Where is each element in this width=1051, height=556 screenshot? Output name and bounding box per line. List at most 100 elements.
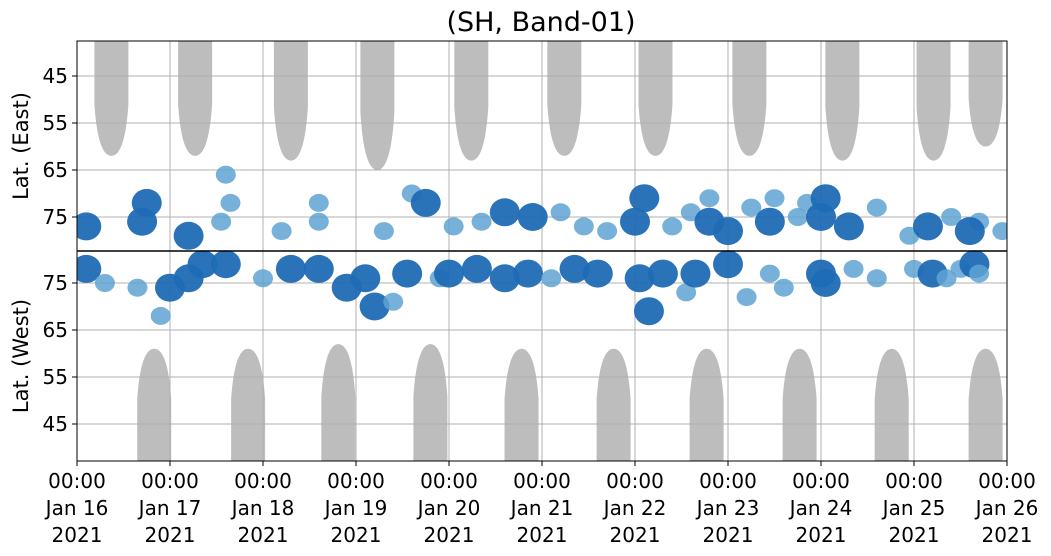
event-patch-east: [550, 203, 571, 222]
event-patch-west: [303, 254, 334, 283]
event-patch-west: [127, 278, 148, 297]
no-data-lobe-east: [732, 41, 767, 156]
x-tick-label-date: Jan 18: [230, 496, 295, 520]
no-data-lobe-east: [178, 41, 213, 156]
event-patch-east: [471, 212, 492, 231]
x-tick-label-year: 2021: [331, 523, 382, 547]
x-tick-label-time: 00:00: [420, 469, 478, 493]
no-data-lobe-west: [504, 348, 539, 461]
event-patch-west: [843, 259, 864, 278]
y-tick-label-west: 55: [43, 365, 68, 389]
x-tick-label-year: 2021: [52, 523, 103, 547]
event-patch-east: [954, 217, 985, 246]
x-tick-label-time: 00:00: [513, 469, 571, 493]
no-data-lobe-east: [94, 41, 129, 156]
x-tick-label-time: 00:00: [978, 469, 1036, 493]
y-tick-label-west: 45: [43, 412, 68, 436]
no-data-lobe-east: [547, 41, 582, 156]
no-data-lobe-west: [968, 348, 1003, 461]
y-tick-label-east: 65: [43, 158, 68, 182]
y-tick-label-west: 65: [43, 318, 68, 342]
no-data-lobe-east: [916, 41, 951, 161]
x-tick-label-time: 00:00: [141, 469, 199, 493]
x-tick-label-date: Jan 25: [881, 496, 946, 520]
event-patch-east: [741, 198, 762, 217]
event-patch-east: [220, 193, 241, 212]
no-data-lobe-east: [454, 41, 489, 161]
x-tick-label-time: 00:00: [234, 469, 292, 493]
event-patch-east: [992, 222, 1007, 241]
y-axis-label-east: Lat. (East): [9, 92, 33, 200]
no-data-lobe-east: [825, 41, 860, 161]
event-patch-east: [833, 212, 864, 241]
event-patch-west: [253, 269, 273, 288]
event-patch-west: [489, 264, 520, 293]
event-patch-east: [271, 222, 292, 241]
event-patch-west: [759, 264, 780, 283]
no-data-lobe-west: [689, 348, 724, 461]
event-patch-east: [713, 217, 743, 246]
event-patch-west: [633, 297, 664, 326]
x-tick-label-time: 00:00: [48, 469, 106, 493]
event-patch-east: [620, 207, 650, 236]
no-data-region: [94, 41, 1003, 461]
x-tick-label-date: Jan 19: [323, 496, 388, 520]
event-patch-west: [736, 288, 757, 307]
event-patch-west: [624, 264, 655, 293]
event-patch-east: [308, 193, 329, 212]
event-patch-east: [215, 165, 236, 184]
event-patch-east: [912, 212, 943, 241]
event-patch-east: [308, 212, 329, 231]
no-data-lobe-east: [968, 41, 1003, 147]
x-tick-label-year: 2021: [796, 523, 847, 547]
no-data-lobe-west: [596, 348, 631, 461]
event-patch-west: [210, 250, 241, 279]
event-patch-west: [541, 269, 562, 288]
event-patch-east: [941, 208, 962, 226]
event-patch-west: [77, 254, 102, 283]
event-patch-west: [513, 259, 544, 288]
y-tick-labels: 45 55 65 75 75 65 55 45: [43, 64, 77, 436]
x-tick-label-date: Jan 24: [788, 496, 853, 520]
event-patch-east: [597, 222, 618, 241]
event-patch-west: [713, 250, 743, 279]
x-tick-label-date: Jan 23: [695, 496, 760, 520]
event-patch-east: [573, 217, 594, 236]
no-data-lobe-west: [413, 344, 448, 461]
x-tick-label-time: 00:00: [885, 469, 943, 493]
x-tick-label-year: 2021: [610, 523, 661, 547]
x-tick-label-year: 2021: [238, 523, 289, 547]
x-tick-label-year: 2021: [145, 523, 196, 547]
event-patch-east: [443, 217, 464, 236]
event-patch-west: [461, 254, 492, 283]
no-data-lobe-west: [782, 348, 817, 461]
event-patch-east: [373, 222, 394, 241]
event-patch-west: [582, 259, 613, 288]
x-tick-label-year: 2021: [703, 523, 754, 547]
event-patch-east: [866, 198, 887, 217]
x-tick-label-date: Jan 21: [509, 496, 574, 520]
event-patch-west: [150, 306, 171, 325]
x-tick-label-year: 2021: [517, 523, 568, 547]
event-patch-west: [866, 269, 887, 288]
x-tick-labels: 00:00 Jan 16 2021 00:00 Jan 17 2021 00:00 Jan 1…: [44, 461, 1038, 547]
y-tick-label-east: 55: [43, 111, 68, 135]
event-patch-east: [489, 198, 520, 227]
x-tick-label-date: Jan 17: [137, 496, 202, 520]
x-tick-label-year: 2021: [889, 523, 940, 547]
event-patch-west: [969, 264, 990, 283]
event-patch-west: [392, 259, 423, 288]
event-patch-east: [764, 189, 785, 208]
event-patch-east: [77, 212, 102, 241]
y-tick-label-east: 45: [43, 64, 68, 88]
no-data-lobe-west: [137, 348, 172, 461]
event-patch-west: [647, 259, 678, 288]
event-patch-east: [410, 188, 441, 217]
x-tick-label-time: 00:00: [792, 469, 850, 493]
event-patch-west: [680, 259, 711, 288]
event-patch-west: [359, 292, 390, 321]
y-axis-label-west: Lat. (West): [9, 299, 33, 413]
event-patch-east: [662, 217, 683, 236]
event-patch-west: [187, 250, 218, 279]
